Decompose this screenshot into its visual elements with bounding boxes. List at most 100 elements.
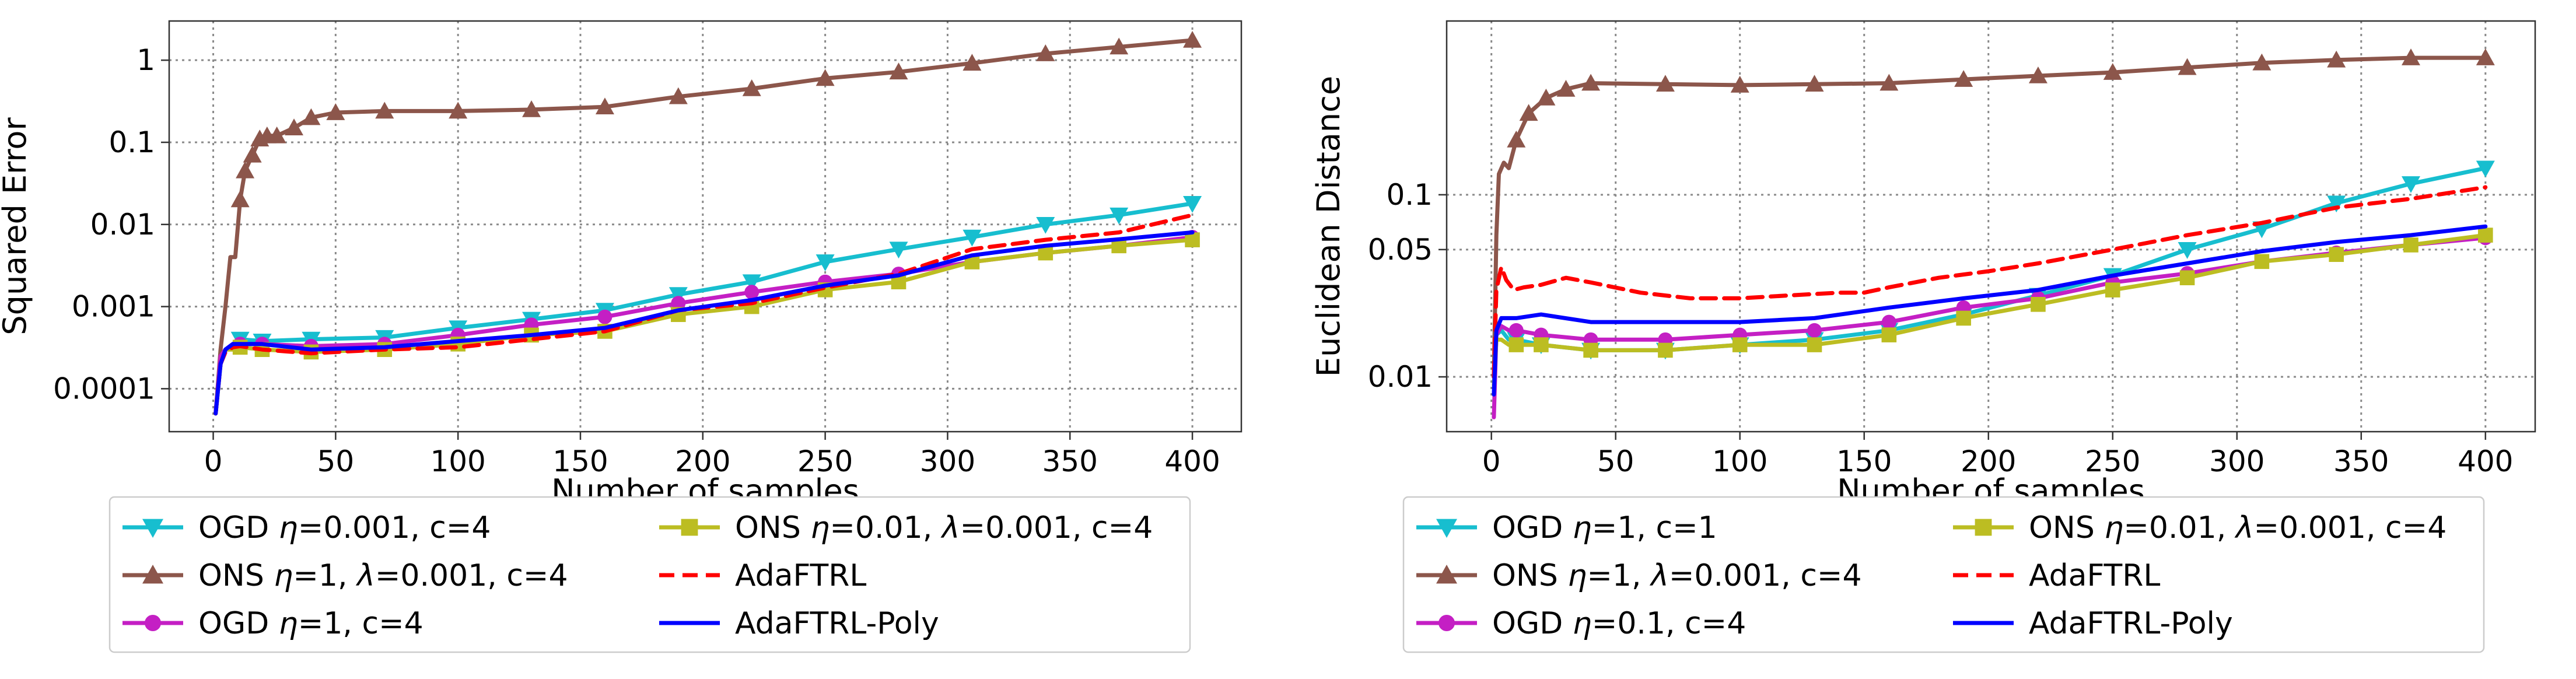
marker-ons-1-0-001-c-4-12 — [1805, 75, 1824, 92]
marker-ogd-0-001-c-4-11 — [668, 287, 688, 304]
y-tick-label-4: 1 — [136, 43, 155, 77]
marker-ons-1-0-001-c-4-19 — [742, 79, 761, 96]
legend-label-ons-0-01-0-001-c-4: ONS η=0.01, λ=0.001, c=4 — [2029, 510, 2446, 545]
marker-ons-1-0-001-c-4-24 — [1110, 37, 1129, 55]
legend-marker-ons-0-01-0-001-c-4 — [1975, 519, 1992, 536]
marker-ogd-0-1-c-4-4 — [1508, 323, 1524, 338]
legend-label-adaftrl-poly: AdaFTRL-Poly — [735, 606, 939, 641]
series-line-ons-0-01-0-001-c-4 — [214, 237, 1195, 416]
legend-label-adaftrl-poly: AdaFTRL-Poly — [2029, 606, 2233, 641]
x-tick-label-6: 300 — [2209, 444, 2264, 478]
marker-ons-1-0-001-c-4-18 — [2252, 53, 2272, 71]
x-tick-label-3: 150 — [552, 444, 608, 478]
series-line-ons-1-0-001-c-4 — [1492, 55, 2488, 379]
series-line-ogd-1-c-4 — [214, 235, 1195, 416]
marker-ons-1-0-001-c-4-22 — [963, 54, 982, 71]
marker-ons-0-01-0-001-c-4-7 — [1658, 342, 1673, 358]
marker-ogd-0-001-c-4-14 — [889, 242, 908, 259]
y-tick-label-2: 0.01 — [90, 208, 155, 242]
marker-ogd-0-001-c-4-17 — [1110, 207, 1129, 225]
marker-ons-0-01-0-001-c-4-4 — [1508, 337, 1524, 352]
marker-ogd-1-c-1-14 — [2178, 242, 2197, 259]
y-tick-label-1: 0.001 — [72, 290, 155, 324]
legend-marker-ogd-0-001-c-4 — [142, 519, 163, 538]
marker-ons-1-0-001-c-4-9 — [1581, 74, 1601, 91]
marker-ons-0-01-0-001-c-4-17 — [2403, 237, 2418, 253]
legend-marker-ogd-0-1-c-4 — [1438, 614, 1455, 632]
marker-ogd-1-c-4-10 — [597, 309, 612, 324]
marker-ons-1-0-001-c-4-20 — [816, 69, 835, 86]
marker-ons-1-0-001-c-4-16 — [2103, 63, 2122, 80]
legend-marker-ons-1-0-001-c-4 — [1436, 565, 1457, 584]
marker-ogd-1-c-1-18 — [2476, 160, 2495, 178]
marker-ons-1-0-001-c-4-25 — [1183, 30, 1202, 48]
marker-ons-1-0-001-c-4-7 — [1536, 88, 1556, 106]
marker-ons-1-0-001-c-4-13 — [326, 103, 345, 120]
legend-label-ons-1-0-001-c-4: ONS η=1, λ=0.001, c=4 — [198, 558, 568, 593]
marker-ogd-0-001-c-4-18 — [1183, 196, 1202, 213]
x-tick-label-0: 0 — [204, 444, 223, 478]
marker-ons-0-01-0-001-c-4-5 — [1534, 337, 1549, 352]
x-tick-label-5: 250 — [797, 444, 853, 478]
marker-ons-1-0-001-c-4-21 — [889, 62, 908, 80]
marker-ons-1-0-001-c-4-11 — [285, 118, 304, 135]
marker-ons-1-0-001-c-4-19 — [2327, 50, 2346, 68]
marker-ons-0-01-0-001-c-4-6 — [1583, 342, 1598, 358]
marker-ogd-1-c-1-17 — [2401, 176, 2420, 193]
marker-ogd-1-c-4-11 — [671, 296, 686, 311]
marker-ons-1-0-001-c-4-20 — [2401, 48, 2420, 65]
marker-ons-1-0-001-c-4-10 — [1656, 75, 1675, 92]
marker-ons-1-0-001-c-4-5 — [1507, 130, 1526, 148]
series-line-adaftrl-poly — [1492, 224, 2488, 397]
x-tick-label-7: 350 — [1042, 444, 1098, 478]
x-tick-label-0: 0 — [1482, 444, 1501, 478]
marker-ons-1-0-001-c-4-13 — [1880, 74, 1899, 91]
y-tick-label-2: 0.1 — [1386, 178, 1433, 212]
x-tick-label-5: 250 — [2085, 444, 2140, 478]
series-line-adaftrl — [1492, 185, 2488, 379]
legend-label-ogd-1-c-4: OGD η=1, c=4 — [198, 606, 424, 641]
legend-label-ogd-1-c-1: OGD η=1, c=1 — [1492, 510, 1717, 545]
x-tick-label-6: 300 — [920, 444, 975, 478]
series-group — [214, 30, 1202, 416]
series-line-ons-1-0-001-c-4 — [214, 38, 1195, 416]
marker-ons-1-0-001-c-4-17 — [2178, 58, 2197, 75]
plot-frame — [1446, 20, 2536, 433]
legend: OGD η=1, c=1 ONS η=1, λ=0.001, c=4 OGD η=0… — [1402, 496, 2485, 653]
marker-ons-0-01-0-001-c-4-8 — [1732, 337, 1748, 352]
legend-marker-ons-0-01-0-001-c-4 — [681, 519, 698, 536]
marker-ons-1-0-001-c-4-16 — [522, 100, 541, 117]
x-tick-label-2: 100 — [1712, 444, 1768, 478]
series-line-adaftrl — [214, 213, 1195, 416]
series-group — [1492, 48, 2495, 419]
marker-ogd-0-1-c-4-10 — [1881, 314, 1896, 330]
y-tick-label-0: 0.01 — [1368, 360, 1433, 394]
marker-ogd-0-001-c-4-16 — [1036, 216, 1055, 234]
marker-ogd-1-c-4-12 — [744, 285, 760, 300]
x-tick-label-2: 100 — [430, 444, 485, 478]
marker-ons-1-0-001-c-4-23 — [1036, 44, 1055, 61]
chart-2: 0 50 100 150 200 250 300 350 4000.010.050.1Numbe… — [1310, 20, 2536, 653]
x-tick-label-1: 50 — [1597, 444, 1634, 478]
marker-ons-1-0-001-c-4-17 — [595, 97, 614, 115]
y-tick-label-1: 0.05 — [1368, 233, 1433, 267]
marker-ons-0-01-0-001-c-4-11 — [1956, 310, 1971, 326]
legend: OGD η=0.001, c=4 ONS η=1, λ=0.001, c=4 OGD… — [108, 496, 1191, 653]
x-tick-label-8: 400 — [1164, 444, 1220, 478]
x-tick-label-3: 150 — [1836, 444, 1892, 478]
marker-ons-0-01-0-001-c-4-14 — [2179, 270, 2195, 285]
legend-frame — [1402, 496, 2485, 653]
legend-label-ons-0-01-0-001-c-4: ONS η=0.01, λ=0.001, c=4 — [735, 510, 1153, 545]
marker-ons-1-0-001-c-4-15 — [449, 102, 468, 119]
y-tick-label-0: 0.0001 — [53, 372, 155, 405]
marker-ons-1-0-001-c-4-14 — [1954, 70, 1973, 87]
y-axis-label: Euclidean Distance — [1310, 76, 1347, 377]
marker-ons-1-0-001-c-4-5 — [230, 190, 250, 208]
marker-ogd-0-1-c-4-9 — [1807, 323, 1822, 338]
plot-frame — [168, 20, 1242, 433]
marker-ons-1-0-001-c-4-10 — [267, 126, 286, 144]
chart-1: 0 50 100 150 200 250 300 350 400 0.0001 0.001 0.01 0… — [0, 20, 1242, 653]
x-tick-label-1: 50 — [317, 444, 355, 478]
legend-label-ogd-0-001-c-4: OGD η=0.001, c=4 — [198, 510, 491, 545]
